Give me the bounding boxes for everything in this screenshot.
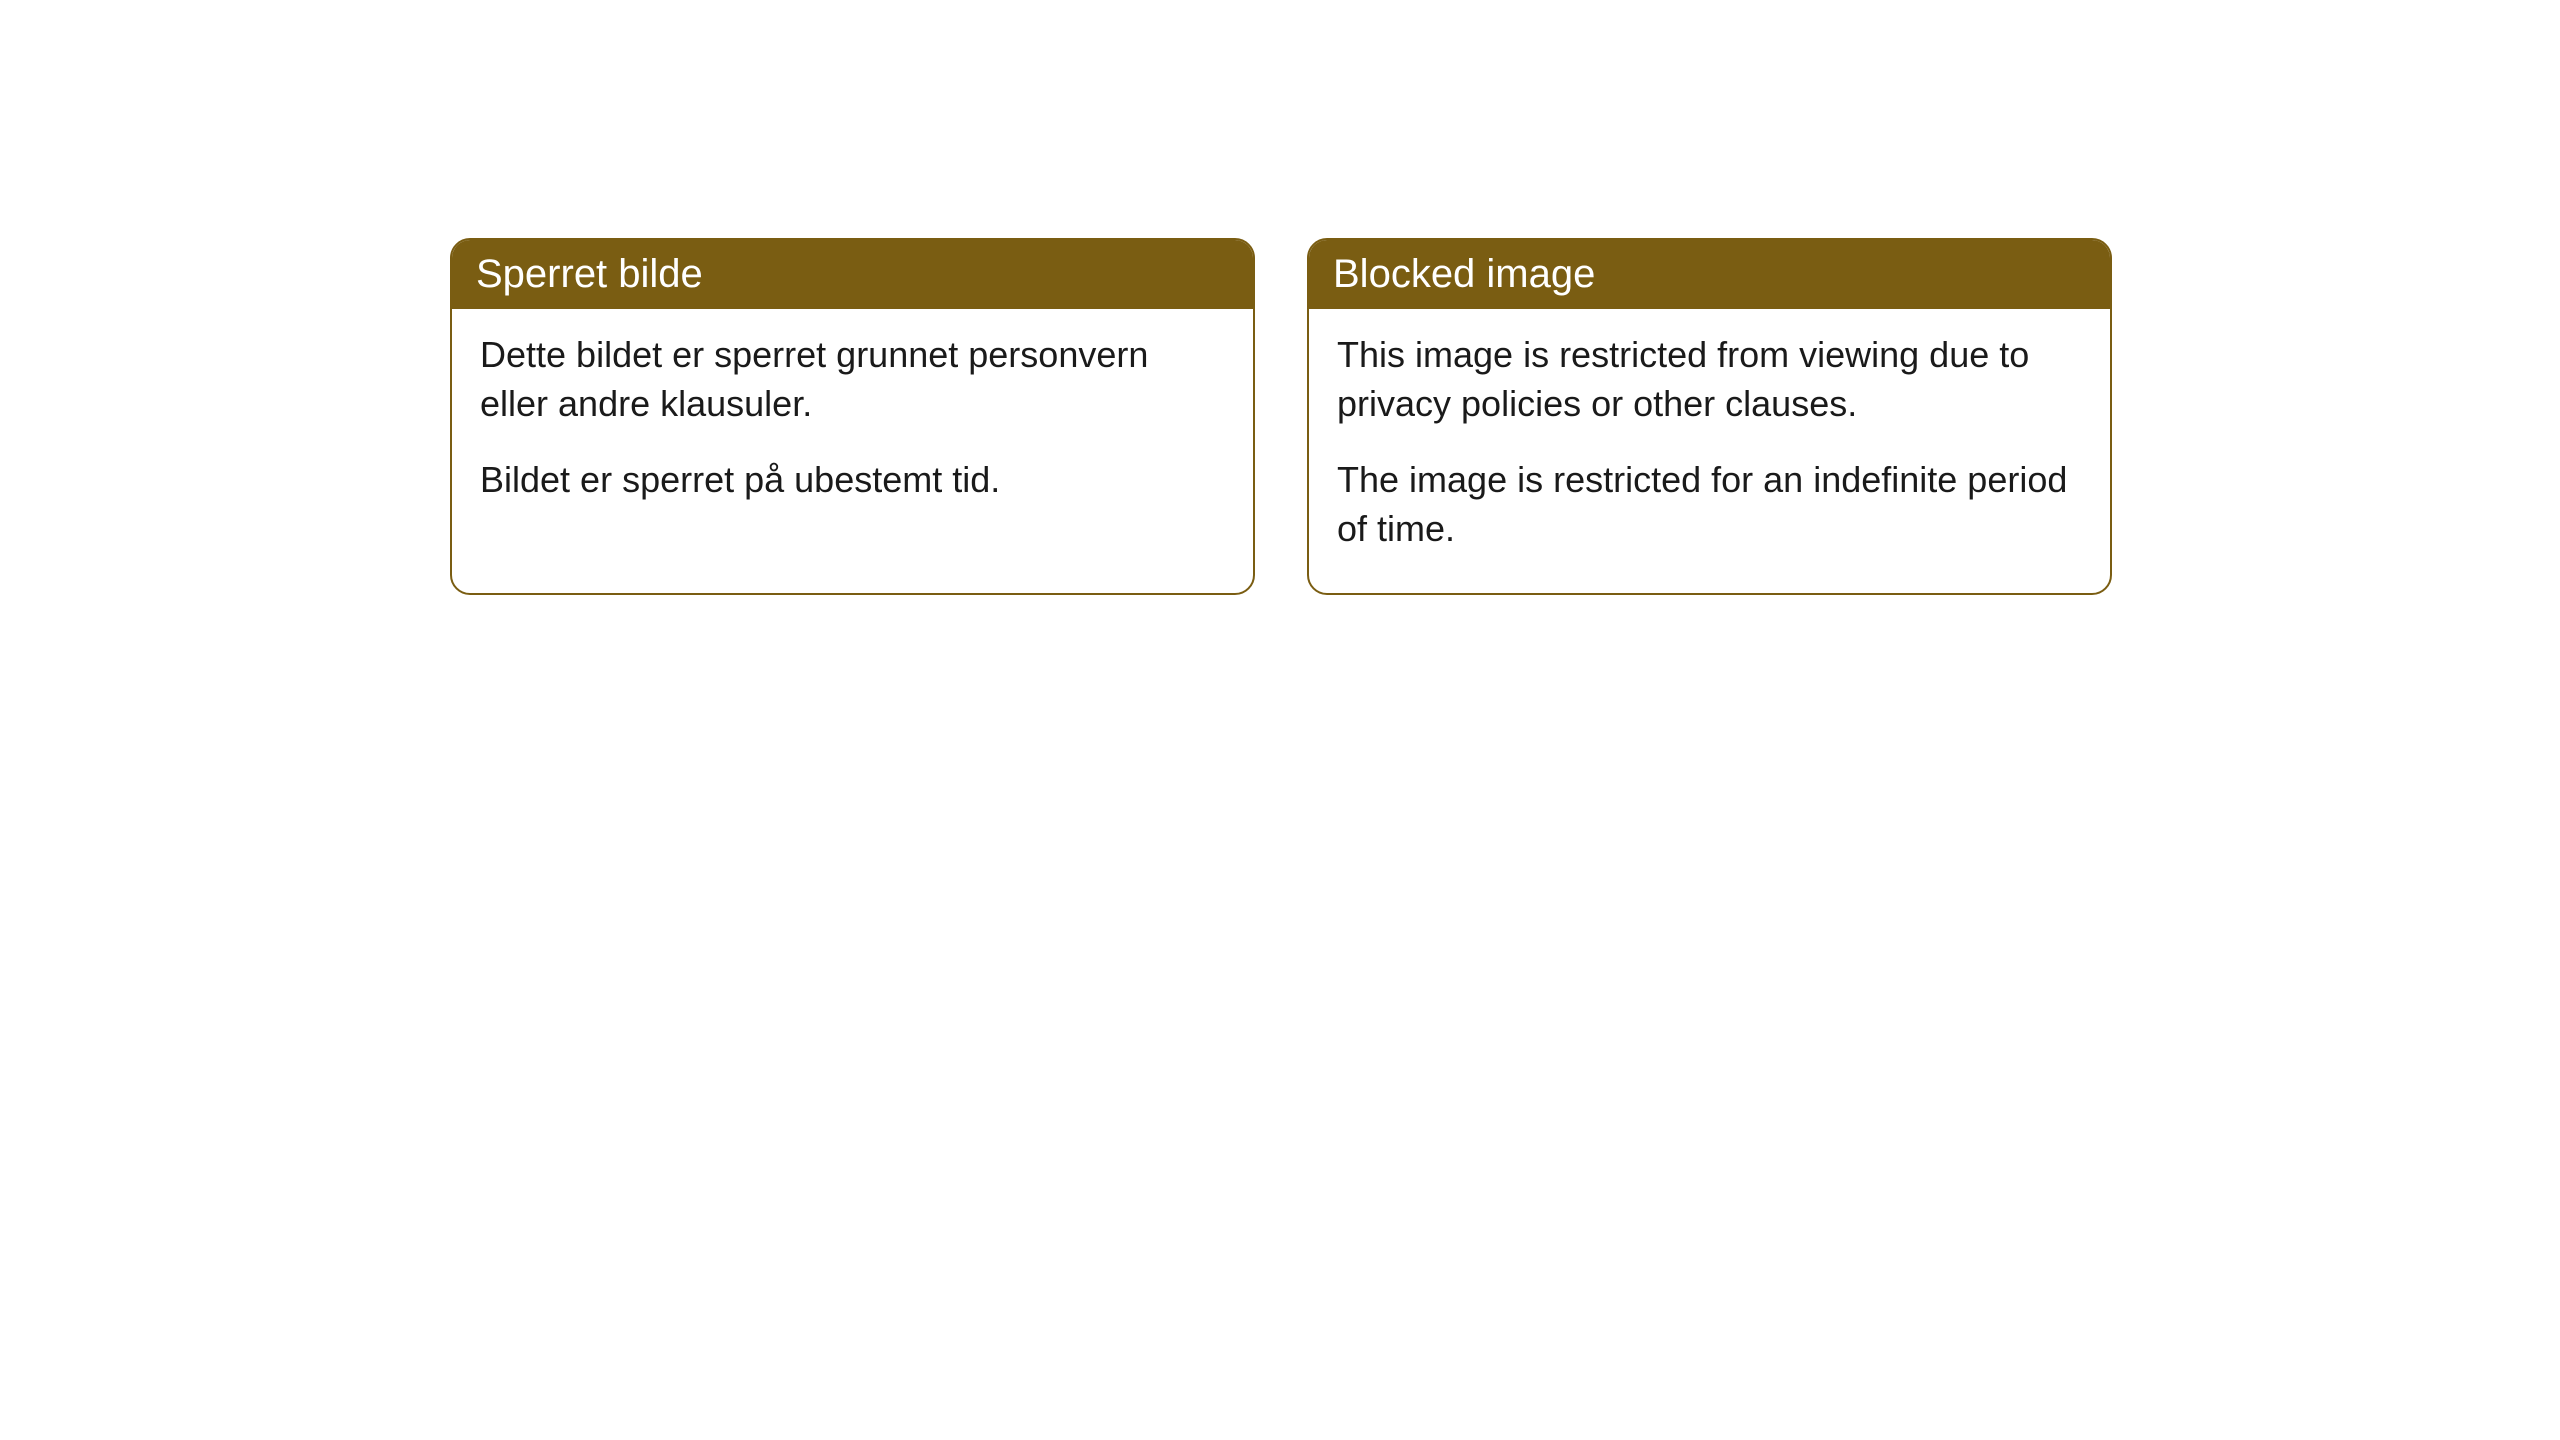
card-paragraph-1-norwegian: Dette bildet er sperret grunnet personve… — [480, 331, 1225, 428]
blocked-image-card-norwegian: Sperret bilde Dette bildet er sperret gr… — [450, 238, 1255, 595]
blocked-image-card-english: Blocked image This image is restricted f… — [1307, 238, 2112, 595]
card-paragraph-2-english: The image is restricted for an indefinit… — [1337, 456, 2082, 553]
card-paragraph-2-norwegian: Bildet er sperret på ubestemt tid. — [480, 456, 1225, 505]
card-body-norwegian: Dette bildet er sperret grunnet personve… — [452, 309, 1253, 545]
cards-container: Sperret bilde Dette bildet er sperret gr… — [450, 238, 2112, 595]
card-body-english: This image is restricted from viewing du… — [1309, 309, 2110, 593]
card-title-norwegian: Sperret bilde — [452, 240, 1253, 309]
card-title-english: Blocked image — [1309, 240, 2110, 309]
card-paragraph-1-english: This image is restricted from viewing du… — [1337, 331, 2082, 428]
